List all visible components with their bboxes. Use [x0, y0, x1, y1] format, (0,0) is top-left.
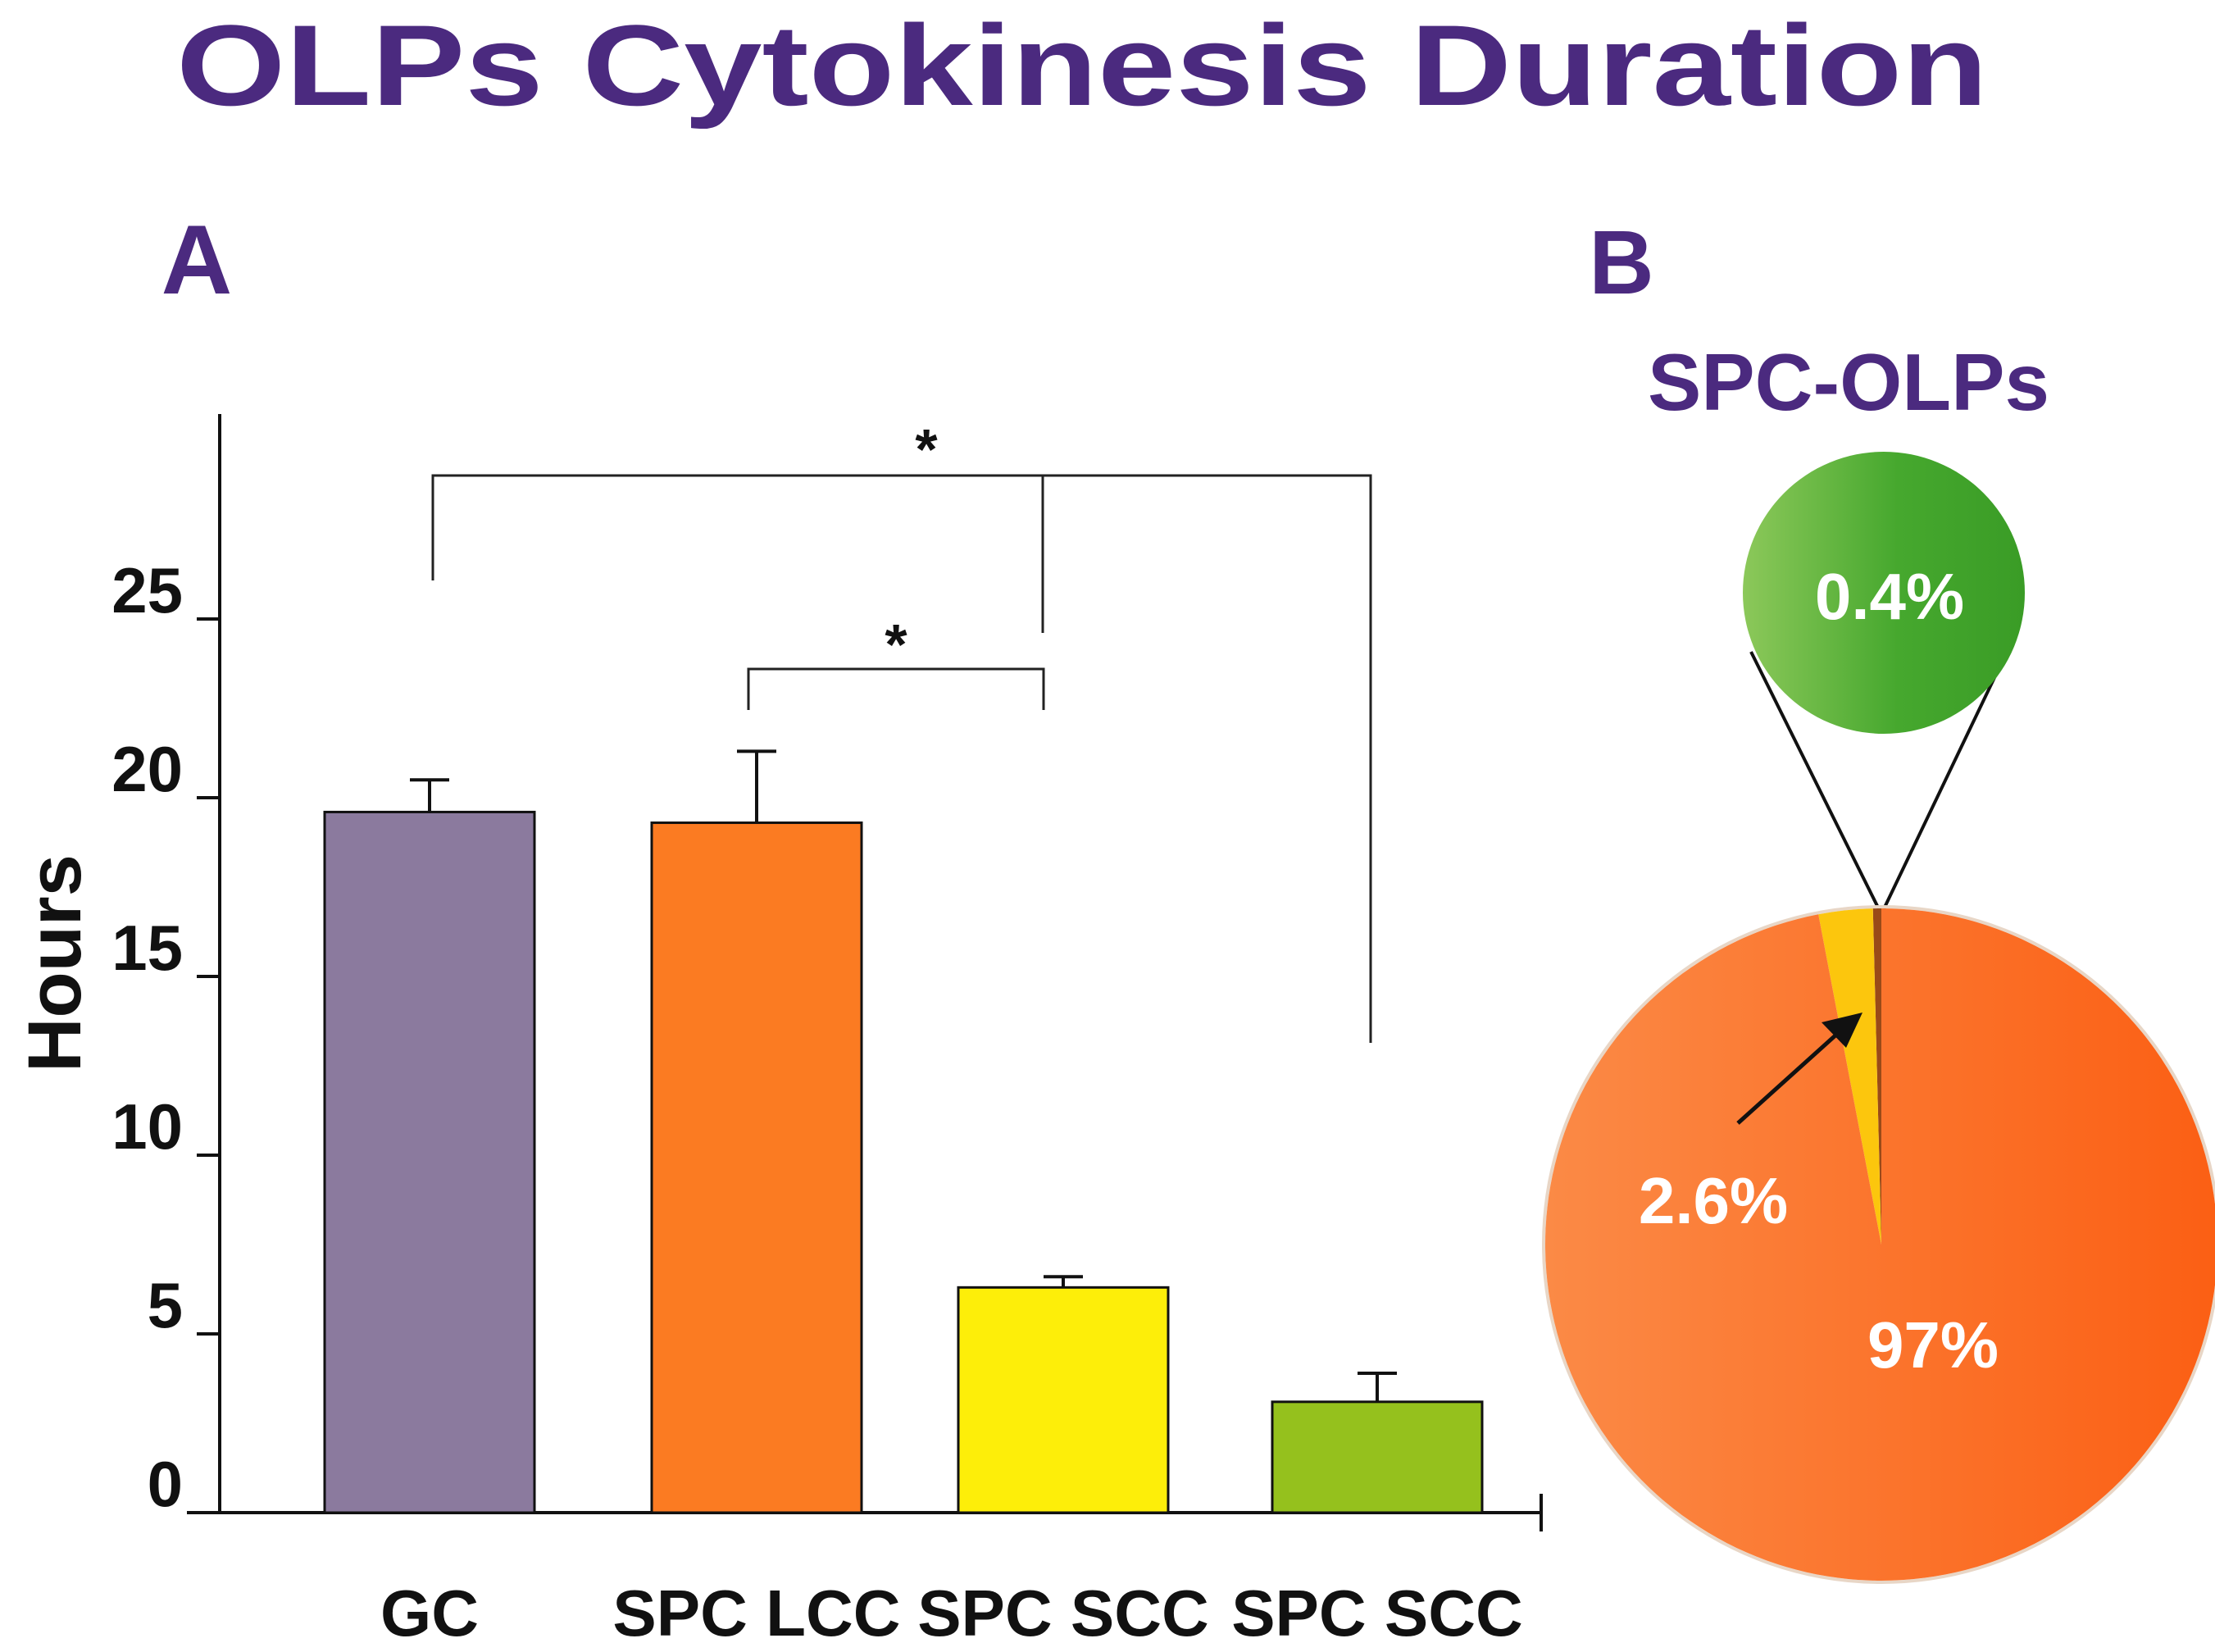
- arrow-head: [1822, 1013, 1863, 1048]
- y-tick-label-0: 0: [148, 1448, 183, 1520]
- arrow-shaft: [1736, 1033, 1838, 1125]
- pie-chart: 0.4% 2.6% 97%: [1542, 452, 2215, 1584]
- pie-slice-0-4-percent: [1872, 908, 1881, 1245]
- x-label-2: SPC LCC: [612, 1577, 900, 1650]
- y-tick-label-5: 5: [148, 1269, 183, 1341]
- pie-slice-2-6-percent: [1818, 908, 1881, 1245]
- significance-star-inner: *: [885, 612, 907, 676]
- inset-label: 0.4%: [1815, 560, 1964, 633]
- bracket-inner-line: [747, 667, 1045, 710]
- bar-1: [323, 810, 536, 1514]
- y-tick-label-25: 25: [111, 554, 183, 626]
- inset-circle-0-4-percent: [1743, 452, 2025, 734]
- x-label-1: GC: [380, 1577, 479, 1650]
- panel-a-label: A: [161, 205, 233, 315]
- y-tick-label-20: 20: [111, 733, 183, 805]
- pie-title: SPC-OLPs: [1648, 337, 2049, 427]
- significance-star-outer: *: [915, 417, 938, 481]
- significance-bracket-inner: *: [747, 612, 1045, 710]
- x-category-labels: GC SPC LCC SPC SCC SPC SCC: [380, 1577, 1523, 1650]
- y-tick-label-15: 15: [111, 912, 183, 984]
- y-ticks: 0 5 10 15 20 25: [111, 554, 220, 1520]
- x-label-3: SPC SCC: [917, 1577, 1209, 1650]
- pie-slices: [1542, 905, 2215, 1584]
- bracket-outer-line: [431, 474, 1372, 1043]
- inset-connector-left: [1749, 651, 1883, 915]
- panel-b-label: B: [1589, 212, 1653, 313]
- pie-outline: [1542, 905, 2215, 1584]
- bar-3: [957, 1286, 1170, 1514]
- pie-label-97: 97%: [1867, 1308, 1999, 1381]
- y-axis-title: Hours: [13, 854, 97, 1072]
- inset-connector-right: [1880, 651, 2008, 915]
- bars: [323, 749, 1484, 1514]
- y-tick-label-10: 10: [111, 1090, 183, 1163]
- pie-label-2-6: 2.6%: [1639, 1164, 1788, 1237]
- x-label-4: SPC SCC: [1231, 1577, 1523, 1650]
- pie-slice-97-percent: [1544, 908, 2215, 1581]
- bar-4: [1271, 1400, 1484, 1514]
- figure-title: OLPs Cytokinesis Duration: [176, 1, 1988, 130]
- significance-bracket-outer: *: [431, 417, 1372, 1043]
- bar-2: [650, 821, 863, 1514]
